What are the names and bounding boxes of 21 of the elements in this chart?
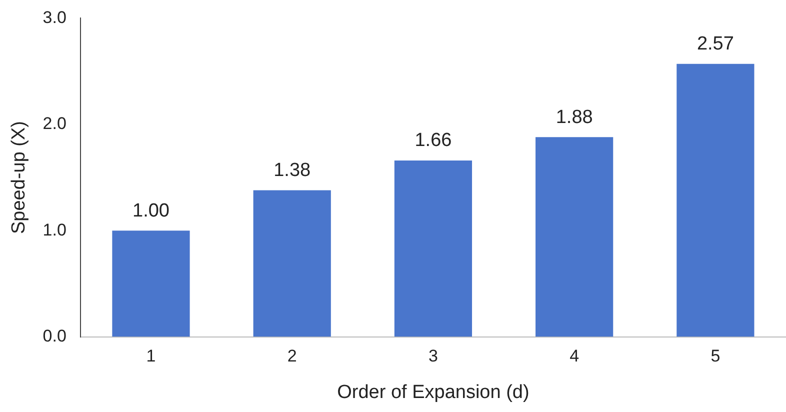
bar: [112, 230, 190, 337]
x-tick-label: 4: [570, 346, 580, 366]
bar: [394, 160, 472, 337]
y-tick-label: 2.0: [42, 114, 66, 134]
bar: [676, 64, 754, 337]
data-label: 1.66: [414, 130, 452, 152]
data-label: 1.00: [132, 200, 170, 222]
data-label: 2.57: [696, 34, 734, 55]
y-tick-label: 3.0: [42, 8, 66, 27]
x-tick-label: 3: [428, 346, 438, 366]
x-tick-label: 1: [146, 346, 156, 366]
x-tick-label: 2: [287, 346, 297, 366]
data-label: 1.38: [274, 160, 311, 181]
data-label: 1.88: [556, 106, 593, 128]
x-tick-label: 5: [710, 346, 720, 366]
bar: [536, 137, 614, 337]
y-tick-label: 0.0: [42, 326, 66, 346]
bar: [253, 190, 331, 337]
y-axis-title: Speed-up (X): [8, 120, 30, 234]
y-tick-label: 1.0: [42, 220, 66, 240]
x-axis-title: Order of Expansion (d): [337, 382, 530, 403]
